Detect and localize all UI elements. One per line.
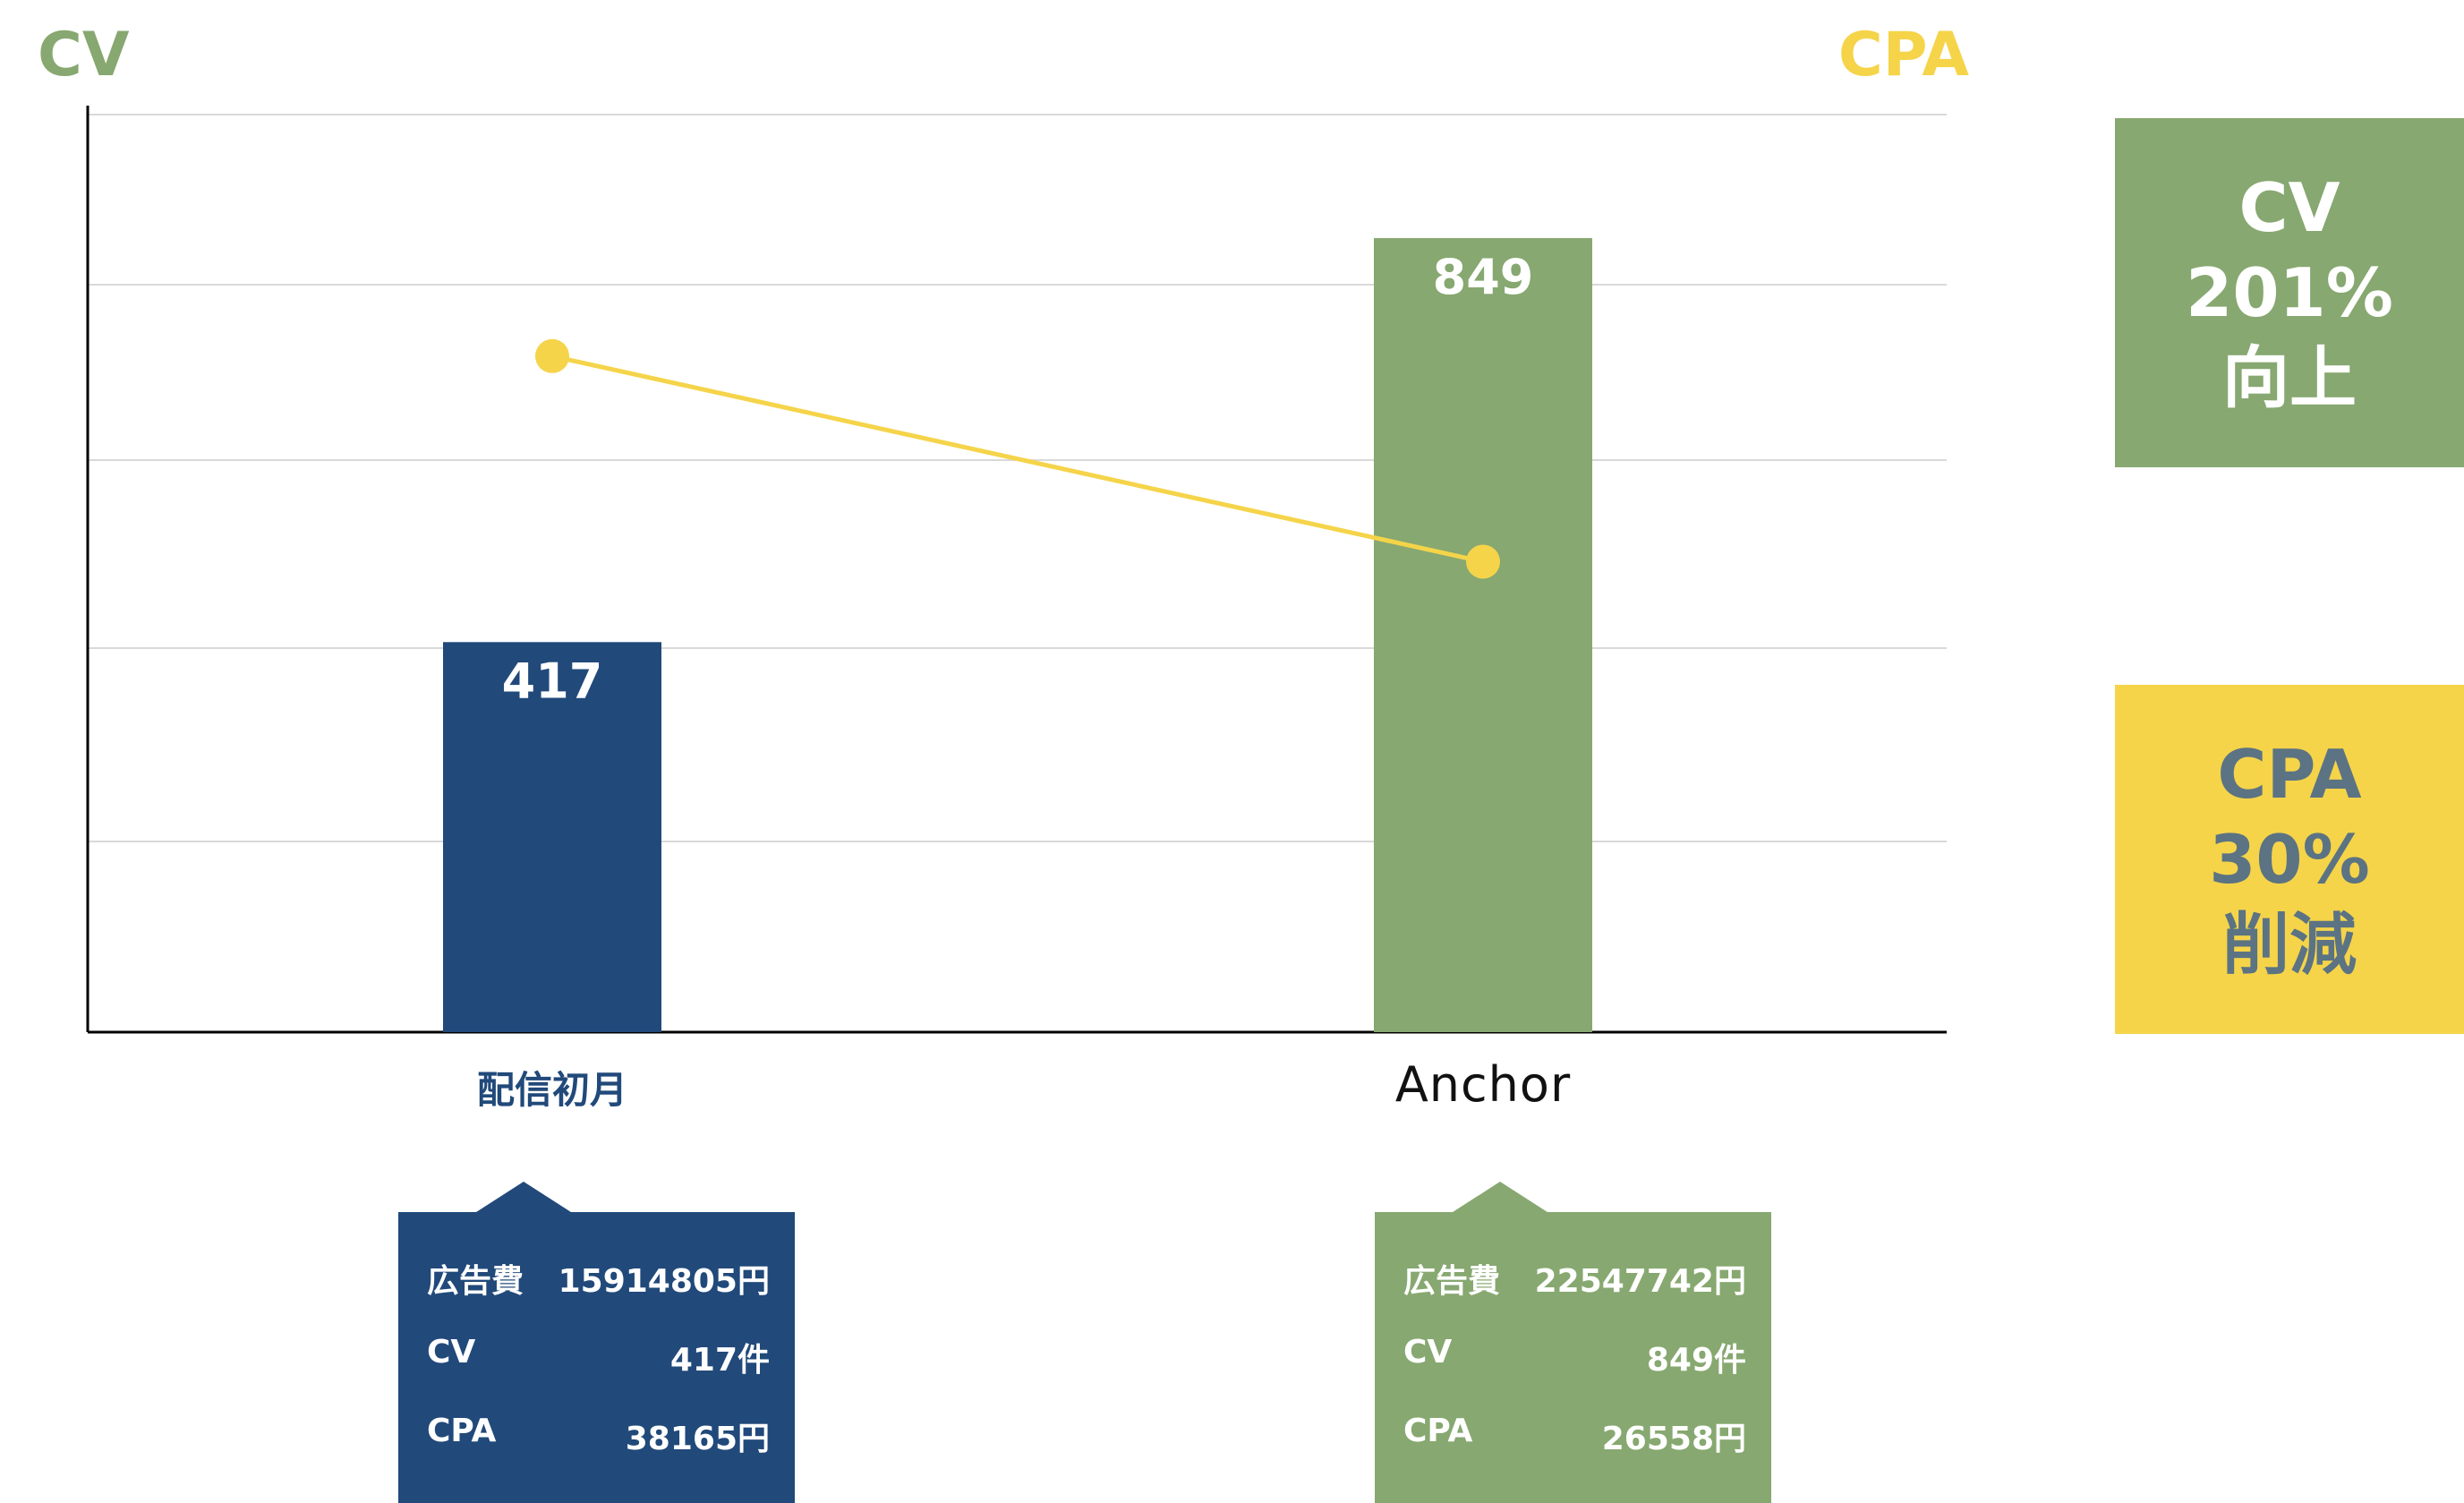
cv-badge-title: CV (2238, 167, 2340, 247)
info-value: 26558円 (1601, 1421, 1746, 1457)
left-axis-title: CV (38, 20, 130, 90)
category-label-first-month: 配信初月 (477, 1068, 627, 1112)
info-label: CV (1403, 1334, 1453, 1371)
right-axis-title: CPA (1838, 20, 1970, 90)
info-box-anchor: 広告費 22547742円 CV 849件 CPA 26558円 (1375, 1182, 1771, 1503)
info-row-ad-cost: 広告費 22547742円 (1403, 1255, 1746, 1334)
info-value: 22547742円 (1534, 1263, 1746, 1300)
bar-cv-0 (443, 642, 661, 1032)
info-box-first-month: 広告費 15914805円 CV 417件 CPA 38165円 (398, 1182, 795, 1503)
cpa-point-0 (535, 338, 569, 373)
cpa-badge-title: CPA (2217, 734, 2362, 814)
category-label-anchor-logo: Anchor (1395, 1056, 1571, 1113)
info-value: 849件 (1646, 1342, 1746, 1379)
cv-badge-percent: 201% (2186, 252, 2393, 332)
info-value: 38165円 (625, 1421, 770, 1457)
info-label: 広告費 (1403, 1263, 1501, 1300)
info-value: 417件 (669, 1342, 770, 1379)
info-label: CV (427, 1334, 476, 1371)
cpa-badge-caption: 削減 (2221, 904, 2357, 984)
cpa-point-1 (1466, 544, 1500, 579)
info-row-cpa: CPA 26558円 (1403, 1413, 1746, 1491)
info-label: CPA (1403, 1413, 1473, 1449)
cpa-line (551, 354, 1484, 564)
info-label: 広告費 (427, 1263, 524, 1300)
info-row-cv: CV 417件 (427, 1334, 770, 1413)
bar-cv-1 (1374, 237, 1592, 1032)
cpa-badge-percent: 30% (2209, 819, 2370, 899)
bar-data-label: 849 (1433, 249, 1534, 305)
info-value: 15914805円 (558, 1263, 770, 1300)
info-row-ad-cost: 広告費 15914805円 (427, 1255, 770, 1334)
info-label: CPA (427, 1413, 497, 1449)
cv-improvement-badge: CV 201% 向上 (2115, 118, 2464, 467)
cpa-reduction-badge: CPA 30% 削減 (2115, 685, 2464, 1034)
info-row-cpa: CPA 38165円 (427, 1413, 770, 1491)
cv-badge-caption: 向上 (2221, 337, 2357, 417)
info-row-cv: CV 849件 (1403, 1334, 1746, 1413)
bar-data-label: 417 (502, 653, 603, 709)
